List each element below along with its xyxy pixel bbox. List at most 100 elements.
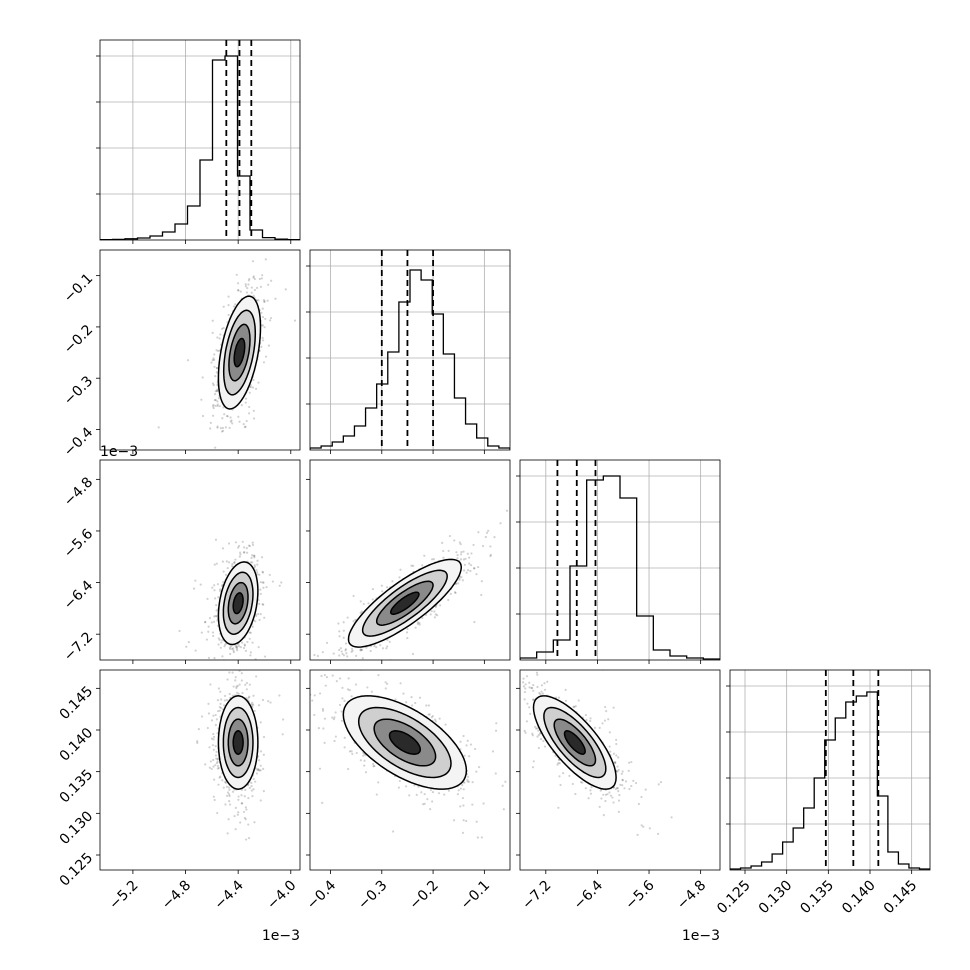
scatter-point xyxy=(221,560,224,563)
scatter-point xyxy=(248,637,251,640)
scatter-point xyxy=(215,389,218,392)
scatter-point xyxy=(207,625,210,628)
scatter-point xyxy=(344,642,348,645)
scatter-point xyxy=(463,563,466,566)
scatter-point xyxy=(460,550,463,554)
contour-line-3-0-2 xyxy=(222,706,254,779)
scatter-point xyxy=(442,549,445,553)
scatter-point xyxy=(342,636,345,639)
scatter-point xyxy=(480,580,483,583)
scatter-point xyxy=(251,795,254,798)
scatter-point xyxy=(233,814,236,818)
scatter-point xyxy=(215,609,218,612)
scatter-point xyxy=(429,808,432,811)
scatter-point xyxy=(499,522,502,525)
scatter-point xyxy=(263,655,267,658)
scatter-point xyxy=(476,836,479,839)
scatter-point xyxy=(485,531,489,534)
scatter-point xyxy=(228,788,231,791)
scatter-point xyxy=(261,315,265,319)
scatter-point xyxy=(617,768,620,772)
scatter-point xyxy=(260,556,264,559)
scatter-point xyxy=(343,736,346,739)
scatter-point xyxy=(223,694,227,698)
scatter-point xyxy=(394,698,397,701)
scatter-point xyxy=(242,423,245,426)
scatter-point xyxy=(469,564,473,567)
scatter-point xyxy=(235,685,238,688)
scatter-point xyxy=(201,376,204,379)
scatter-point xyxy=(516,784,518,786)
scatter-point xyxy=(231,563,234,566)
scatter-point xyxy=(216,425,219,428)
scatter-point xyxy=(222,305,225,308)
scatter-point xyxy=(598,805,601,808)
scatter-point xyxy=(341,686,344,689)
scatter-point xyxy=(531,686,534,690)
contour-line-1-0-1 xyxy=(228,323,251,382)
scatter-point xyxy=(210,719,214,722)
scatter-point xyxy=(331,674,334,677)
scatter-point xyxy=(447,789,450,792)
scatter-point xyxy=(571,782,574,786)
scatter-point xyxy=(584,713,587,717)
scatter-point xyxy=(212,738,215,741)
scatter-point xyxy=(574,705,577,708)
scatter-point xyxy=(264,317,267,321)
scatter-point xyxy=(227,304,230,307)
scatter-point xyxy=(252,649,254,651)
scatter-point xyxy=(269,701,272,704)
scatter-point xyxy=(211,319,214,322)
scatter-point xyxy=(615,786,619,790)
scatter-point xyxy=(213,393,217,396)
scatter-point xyxy=(207,712,211,715)
scatter-point xyxy=(456,793,460,796)
scatter-point xyxy=(234,806,237,809)
scatter-point xyxy=(225,414,229,418)
scatter-point xyxy=(251,701,254,704)
scatter-point xyxy=(241,802,244,805)
scatter-point xyxy=(245,838,248,841)
scatter-point xyxy=(351,649,354,652)
scatter-point xyxy=(244,401,247,404)
scatter-point xyxy=(255,772,258,775)
scatter-point xyxy=(232,305,236,308)
scatter-point xyxy=(337,622,340,625)
scatter-point xyxy=(206,726,209,730)
scatter-point xyxy=(253,709,256,713)
scatter-point xyxy=(460,576,463,579)
scatter-point xyxy=(657,783,660,786)
scatter-point xyxy=(321,709,325,712)
scatter-point xyxy=(508,681,510,683)
scatter-point xyxy=(462,788,465,791)
scatter-point xyxy=(238,551,242,554)
scatter-point xyxy=(245,688,248,691)
scatter-point xyxy=(249,651,252,654)
scatter-point xyxy=(504,780,507,783)
scatter-point xyxy=(247,823,250,826)
scatter-point xyxy=(212,795,215,798)
scatter-point xyxy=(375,793,378,796)
scatter-point xyxy=(253,564,256,567)
scatter-point xyxy=(212,383,215,387)
scatter-point xyxy=(342,621,345,624)
scatter-point xyxy=(211,331,214,334)
scatter-point xyxy=(226,567,229,570)
scatter-point xyxy=(266,299,269,302)
scatter-point xyxy=(262,767,265,770)
scatter-point xyxy=(449,592,452,595)
scatter-point xyxy=(245,419,248,423)
scatter-point xyxy=(447,549,450,553)
scatter-point xyxy=(217,397,221,400)
scatter-point xyxy=(250,286,253,289)
scatter-point xyxy=(318,767,322,770)
scatter-point xyxy=(564,699,568,702)
scatter-point xyxy=(205,664,207,666)
scatter-point xyxy=(213,657,216,660)
scatter-point xyxy=(212,765,215,768)
scatter-point xyxy=(339,677,342,680)
scatter-point xyxy=(418,696,422,699)
scatter-point xyxy=(252,777,255,781)
scatter-point xyxy=(237,544,241,548)
